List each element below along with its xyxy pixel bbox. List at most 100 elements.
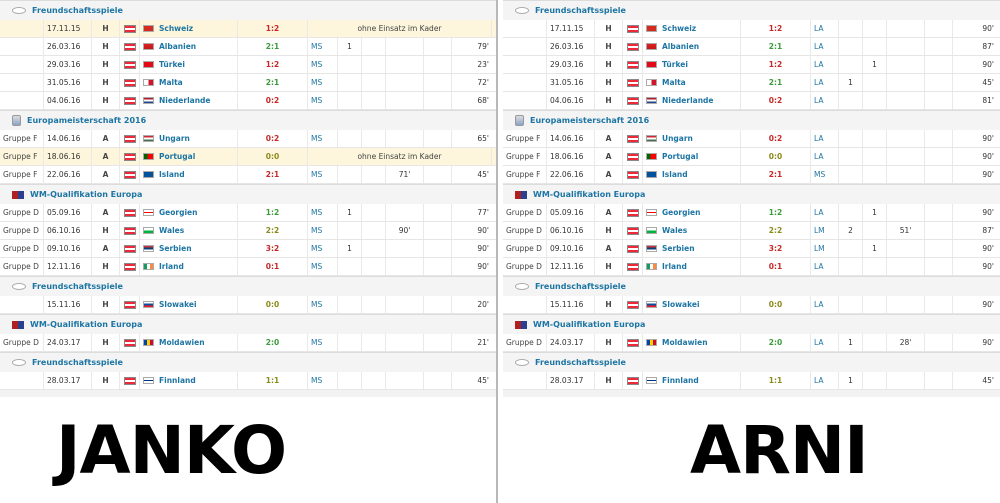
opponent-name[interactable]: Finnland (662, 376, 699, 385)
match-row[interactable]: 15.11.16 H Slowakei 0:0 LA 90' (503, 296, 1000, 314)
opponent-cell[interactable]: Ungarn (643, 130, 741, 147)
score-cell[interactable]: 1:2 (238, 56, 308, 73)
score-cell[interactable]: 2:0 (238, 334, 308, 351)
score-cell[interactable]: 3:2 (741, 240, 811, 257)
opponent-name[interactable]: Ungarn (662, 134, 693, 143)
opponent-name[interactable]: Serbien (662, 244, 695, 253)
competition-header[interactable]: WM-Qualifikation Europa (0, 184, 496, 204)
match-row[interactable]: Gruppe D 24.03.17 H Moldawien 2:0 MS 21' (0, 334, 496, 352)
score-cell[interactable]: 1:2 (741, 56, 811, 73)
competition-header[interactable]: Freundschaftsspiele (0, 276, 496, 296)
match-row[interactable]: Gruppe D 12.11.16 H Irland 0:1 MS 90' (0, 258, 496, 276)
match-row[interactable]: Gruppe F 18.06.16 A Portugal 0:0 ohne Einsatz… (0, 148, 496, 166)
score-cell[interactable]: 2:1 (741, 166, 811, 183)
opponent-cell[interactable]: Portugal (140, 148, 238, 165)
score-cell[interactable]: 0:0 (741, 296, 811, 313)
score-cell[interactable]: 2:0 (741, 334, 811, 351)
score-cell[interactable]: 1:2 (741, 204, 811, 221)
opponent-cell[interactable]: Slowakei (140, 296, 238, 313)
match-row[interactable]: Gruppe F 22.06.16 A Island 2:1 MS 90' (503, 166, 1000, 184)
competition-header[interactable]: WM-Qualifikation Europa (503, 184, 1000, 204)
opponent-cell[interactable]: Wales (643, 222, 741, 239)
score-cell[interactable]: 3:2 (238, 240, 308, 257)
score-cell[interactable]: 2:2 (238, 222, 308, 239)
competition-label[interactable]: WM-Qualifikation Europa (533, 190, 646, 199)
match-row[interactable]: 04.06.16 H Niederlande 0:2 LA 81' (503, 92, 1000, 110)
opponent-name[interactable]: Island (662, 170, 688, 179)
score-cell[interactable]: 2:1 (741, 74, 811, 91)
match-row[interactable]: 31.05.16 H Malta 2:1 LA 1 45' (503, 74, 1000, 92)
opponent-name[interactable]: Malta (662, 78, 686, 87)
opponent-name[interactable]: Slowakei (662, 300, 700, 309)
competition-header[interactable]: WM-Qualifikation Europa (503, 314, 1000, 334)
competition-label[interactable]: Europameisterschaft 2016 (27, 116, 147, 125)
competition-label[interactable]: Freundschaftsspiele (32, 6, 123, 15)
opponent-cell[interactable]: Niederlande (140, 92, 238, 109)
opponent-cell[interactable]: Finnland (140, 372, 238, 389)
opponent-cell[interactable]: Georgien (643, 204, 741, 221)
opponent-cell[interactable]: Irland (643, 258, 741, 275)
match-row[interactable]: 17.11.15 H Schweiz 1:2 ohne Einsatz im Kader (0, 20, 496, 38)
match-row[interactable]: 31.05.16 H Malta 2:1 MS 72' (0, 74, 496, 92)
match-row[interactable]: 28.03.17 H Finnland 1:1 LA 1 45' (503, 372, 1000, 390)
opponent-name[interactable]: Türkei (159, 60, 185, 69)
match-row[interactable]: Gruppe D 09.10.16 A Serbien 3:2 MS 1 90' (0, 240, 496, 258)
opponent-name[interactable]: Moldawien (662, 338, 708, 347)
match-row[interactable]: Gruppe D 06.10.16 H Wales 2:2 LM 2 51' 87' (503, 222, 1000, 240)
score-cell[interactable]: 0:1 (741, 258, 811, 275)
competition-label[interactable]: Europameisterschaft 2016 (530, 116, 650, 125)
score-cell[interactable]: 1:1 (238, 372, 308, 389)
match-row[interactable]: Gruppe F 22.06.16 A Island 2:1 MS 71' 45' (0, 166, 496, 184)
opponent-name[interactable]: Wales (662, 226, 688, 235)
opponent-cell[interactable]: Schweiz (140, 20, 238, 37)
opponent-name[interactable]: Portugal (662, 152, 699, 161)
competition-header[interactable]: Europameisterschaft 2016 (0, 110, 496, 130)
opponent-cell[interactable]: Schweiz (643, 20, 741, 37)
opponent-cell[interactable]: Niederlande (643, 92, 741, 109)
opponent-cell[interactable]: Finnland (643, 372, 741, 389)
opponent-cell[interactable]: Wales (140, 222, 238, 239)
competition-label[interactable]: Freundschaftsspiele (535, 282, 626, 291)
competition-header[interactable]: WM-Qualifikation Europa (0, 314, 496, 334)
opponent-cell[interactable]: Moldawien (140, 334, 238, 351)
match-row[interactable]: 15.11.16 H Slowakei 0:0 MS 20' (0, 296, 496, 314)
match-row[interactable]: Gruppe F 18.06.16 A Portugal 0:0 LA 90' (503, 148, 1000, 166)
opponent-name[interactable]: Malta (159, 78, 183, 87)
opponent-cell[interactable]: Albanien (643, 38, 741, 55)
opponent-cell[interactable]: Ungarn (140, 130, 238, 147)
competition-label[interactable]: WM-Qualifikation Europa (533, 320, 646, 329)
opponent-cell[interactable]: Serbien (140, 240, 238, 257)
opponent-name[interactable]: Ungarn (159, 134, 190, 143)
opponent-cell[interactable]: Albanien (140, 38, 238, 55)
opponent-name[interactable]: Albanien (662, 42, 700, 51)
match-row[interactable]: Gruppe D 12.11.16 H Irland 0:1 LA 90' (503, 258, 1000, 276)
score-cell[interactable]: 0:2 (741, 130, 811, 147)
score-cell[interactable]: 1:2 (741, 20, 811, 37)
match-row[interactable]: Gruppe D 05.09.16 A Georgien 1:2 LA 1 90' (503, 204, 1000, 222)
match-row[interactable]: 29.03.16 H Türkei 1:2 MS 23' (0, 56, 496, 74)
match-row[interactable]: 26.03.16 H Albanien 2:1 MS 1 79' (0, 38, 496, 56)
score-cell[interactable]: 2:1 (741, 38, 811, 55)
score-cell[interactable]: 0:0 (741, 148, 811, 165)
opponent-name[interactable]: Niederlande (159, 96, 211, 105)
match-row[interactable]: 28.03.17 H Finnland 1:1 MS 45' (0, 372, 496, 390)
score-cell[interactable]: 1:2 (238, 20, 308, 37)
opponent-name[interactable]: Türkei (662, 60, 688, 69)
score-cell[interactable]: 0:1 (238, 258, 308, 275)
match-row[interactable]: Gruppe F 14.06.16 A Ungarn 0:2 MS 65' (0, 130, 496, 148)
opponent-name[interactable]: Irland (159, 262, 184, 271)
opponent-cell[interactable]: Malta (140, 74, 238, 91)
opponent-name[interactable]: Albanien (159, 42, 197, 51)
opponent-name[interactable]: Finnland (159, 376, 196, 385)
competition-label[interactable]: Freundschaftsspiele (535, 6, 626, 15)
score-cell[interactable]: 2:1 (238, 74, 308, 91)
match-row[interactable]: Gruppe D 24.03.17 H Moldawien 2:0 LA 1 28' 90' (503, 334, 1000, 352)
opponent-cell[interactable]: Portugal (643, 148, 741, 165)
competition-label[interactable]: WM-Qualifikation Europa (30, 320, 143, 329)
score-cell[interactable]: 2:2 (741, 222, 811, 239)
opponent-cell[interactable]: Türkei (140, 56, 238, 73)
score-cell[interactable]: 0:2 (238, 92, 308, 109)
score-cell[interactable]: 2:1 (238, 166, 308, 183)
competition-header[interactable]: Freundschaftsspiele (503, 352, 1000, 372)
match-row[interactable]: Gruppe D 05.09.16 A Georgien 1:2 MS 1 77' (0, 204, 496, 222)
